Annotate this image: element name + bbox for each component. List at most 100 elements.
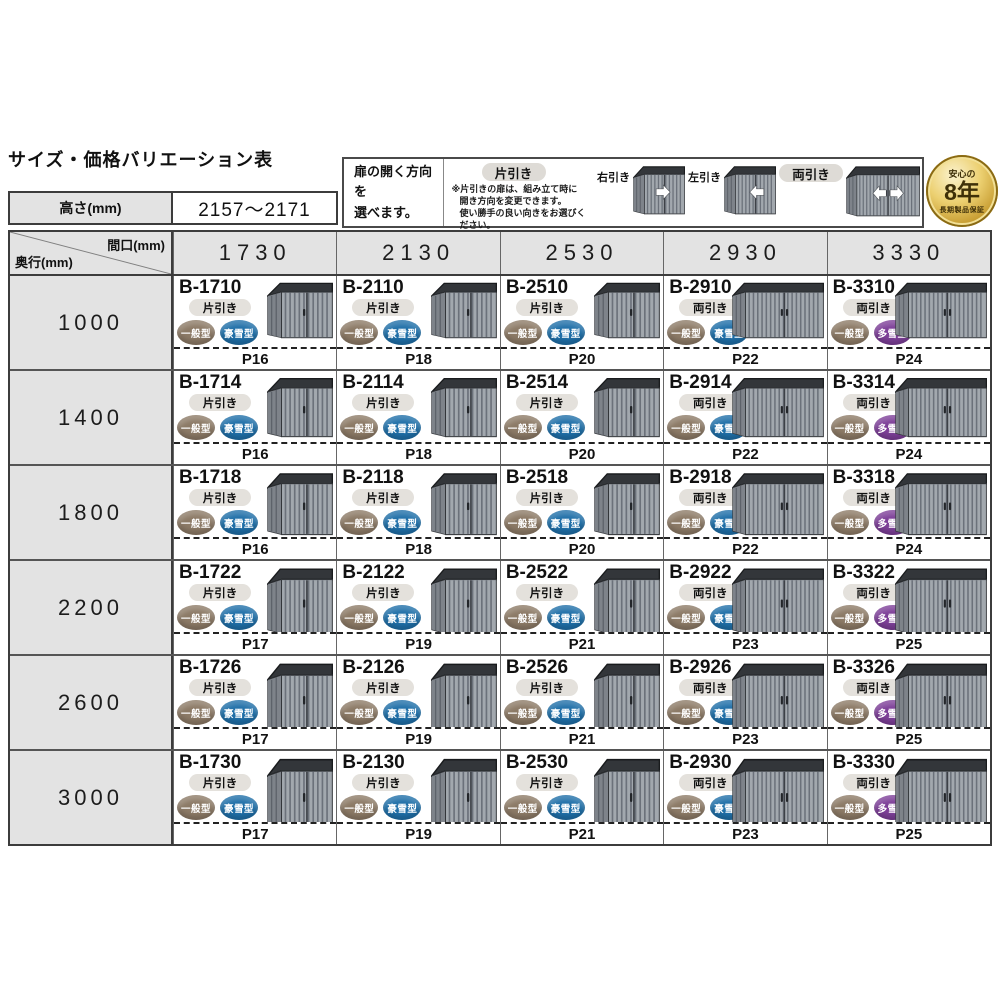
model-number: B-2518: [505, 467, 569, 488]
snow-type-badges: 一般型 豪雪型: [177, 320, 258, 345]
shed-illustration: [429, 659, 497, 733]
product-cell: B-3318 両引き 一般型 多雪型 P24: [826, 466, 991, 559]
type-badge: 豪雪型: [383, 700, 422, 725]
height-label: 高さ(mm): [10, 193, 173, 223]
model-number: B-3314: [832, 372, 895, 393]
door-type-badge: 片引き: [352, 299, 415, 316]
table-row: 1400 B-1714 片引き 一般型 豪雪型 P16 B-2114 片引き 一般型 豪雪型 P18…: [10, 369, 991, 464]
type-badge: 一般型: [667, 320, 706, 345]
model-number: B-3310: [832, 277, 895, 298]
height-spec-table: 高さ(mm) 2157～2171: [8, 191, 338, 225]
snow-type-badges: 一般型 豪雪型: [177, 510, 258, 535]
product-cell: B-2930 両引き 一般型 豪雪型 P23: [663, 751, 827, 844]
model-number: B-2514: [505, 372, 569, 393]
product-cell: B-3322 両引き 一般型 多雪型 P25: [826, 561, 991, 654]
door-type-badge: 片引き: [515, 394, 578, 411]
product-cell: B-2126 片引き 一般型 豪雪型 P19: [336, 656, 500, 749]
door-type-badge: 両引き: [842, 679, 905, 696]
snow-type-badges: 一般型 豪雪型: [503, 415, 585, 440]
row-header-depth: 2600: [10, 656, 173, 749]
shed-illustration: [592, 279, 661, 339]
height-value: 2157～2171: [198, 199, 311, 221]
warranty-badge-bottom: 長期製品保証: [939, 207, 985, 214]
type-badge: 豪雪型: [383, 795, 422, 820]
size-price-table: 間口(mm) 奥行(mm) 1730 2130 2530 2930 3330 1000 B…: [8, 230, 992, 846]
type-badge: 一般型: [830, 510, 869, 535]
snow-type-badges: 一般型 豪雪型: [340, 415, 422, 440]
product-cell: B-1730 片引き 一般型 豪雪型 P17: [173, 751, 337, 844]
type-badge: 一般型: [667, 510, 706, 535]
shed-illustration: [893, 279, 988, 339]
product-cell: B-2114 片引き 一般型 豪雪型 P18: [336, 371, 500, 464]
legend-note-line2: 開き方向を変更できます。: [459, 196, 567, 206]
warranty-badge-top: 安心の: [948, 169, 976, 179]
product-cell: B-2918 両引き 一般型 豪雪型 P22: [663, 466, 827, 559]
page-reference: P18: [337, 347, 500, 369]
type-badge: 豪雪型: [546, 795, 585, 820]
snow-type-badges: 一般型 豪雪型: [177, 415, 258, 440]
page-reference: P22: [664, 347, 827, 369]
door-type-badge: 両引き: [679, 584, 742, 601]
model-number: B-3330: [832, 752, 895, 773]
door-type-badge: 片引き: [352, 584, 415, 601]
product-cell: B-2526 片引き 一般型 豪雪型 P21: [499, 656, 664, 749]
type-badge: 一般型: [340, 320, 379, 345]
page-reference: P16: [174, 537, 337, 559]
shed-illustration: [592, 469, 661, 536]
model-number: B-2510: [505, 277, 569, 298]
snow-type-badges: 一般型 豪雪型: [340, 795, 422, 820]
row-header-depth: 1800: [10, 466, 173, 559]
warranty-badge-years: 8年: [944, 179, 980, 205]
type-badge: 一般型: [830, 700, 869, 725]
page-reference: P22: [664, 537, 827, 559]
legend-intro-line1: 扉の開く方向を: [354, 164, 433, 200]
model-number: B-2110: [342, 277, 404, 298]
legend-note-line3: 使い勝手の良い向きをお選びください。: [459, 208, 586, 230]
door-type-badge: 片引き: [189, 774, 251, 791]
type-badge: 豪雪型: [546, 320, 585, 345]
snow-type-badges: 一般型 豪雪型: [340, 320, 422, 345]
snow-type-badges: 一般型 多雪型: [830, 510, 912, 535]
type-badge: 豪雪型: [546, 510, 585, 535]
type-badge: 一般型: [177, 320, 215, 345]
model-number: B-2914: [669, 372, 732, 393]
type-badge: 一般型: [667, 415, 706, 440]
product-cell: B-2522 片引き 一般型 豪雪型 P21: [499, 561, 664, 654]
type-badge: 一般型: [177, 510, 215, 535]
type-badge: 一般型: [830, 415, 869, 440]
column-header-width: 2530: [499, 232, 663, 274]
type-badge: 豪雪型: [220, 795, 258, 820]
shed-illustration: [730, 374, 824, 438]
model-number: B-3322: [832, 562, 895, 583]
shed-illustration: [592, 659, 661, 733]
door-type-badge: 両引き: [679, 774, 742, 791]
type-badge: 一般型: [503, 795, 542, 820]
snow-type-badges: 一般型 豪雪型: [503, 320, 585, 345]
door-type-badge: 両引き: [842, 584, 905, 601]
product-cell: B-3326 両引き 一般型 多雪型 P25: [826, 656, 991, 749]
page-reference: P25: [827, 822, 991, 844]
door-direction-legend: 扉の開く方向を 選べます。 片引き ※片引きの扉は、組み立て時に 開き方向を変更…: [342, 157, 924, 230]
type-badge: 一般型: [667, 795, 706, 820]
page-reference: P21: [500, 727, 664, 749]
door-type-badge: 両引き: [679, 679, 742, 696]
door-type-badge: 片引き: [515, 774, 578, 791]
shed-illustration: [730, 659, 824, 733]
type-badge: 豪雪型: [220, 510, 258, 535]
product-cell: B-2510 片引き 一般型 豪雪型 P20: [499, 276, 664, 369]
page-reference: P22: [664, 442, 827, 464]
door-type-badge: 片引き: [189, 679, 251, 696]
door-type-badge: 片引き: [515, 679, 578, 696]
page-reference: P17: [174, 822, 337, 844]
table-row: 2200 B-1722 片引き 一般型 豪雪型 P17 B-2122 片引き 一般型 豪雪型 P19…: [10, 559, 991, 654]
product-cell: B-2914 両引き 一般型 豪雪型 P22: [663, 371, 827, 464]
column-header-width: 1730: [173, 232, 336, 274]
model-number: B-2522: [505, 562, 569, 583]
door-type-badge: 片引き: [515, 584, 578, 601]
model-number: B-1726: [179, 657, 242, 678]
product-cell: B-2926 両引き 一般型 豪雪型 P23: [663, 656, 827, 749]
product-cell: B-2922 両引き 一般型 豪雪型 P23: [663, 561, 827, 654]
corner-header: 間口(mm) 奥行(mm): [10, 232, 173, 274]
snow-type-badges: 一般型 豪雪型: [177, 605, 258, 630]
shed-illustration: [730, 469, 824, 536]
